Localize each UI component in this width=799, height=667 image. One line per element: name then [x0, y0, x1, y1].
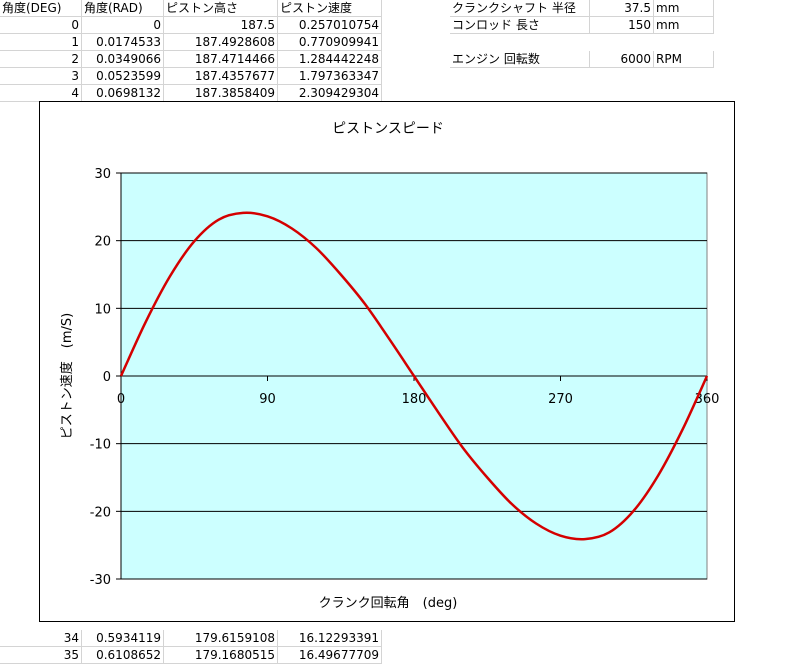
x-tick-label: 0	[117, 392, 125, 407]
table-cell[interactable]: 16.12293391	[278, 630, 382, 647]
x-axis-label: クランク回転角 (deg)	[319, 596, 458, 611]
table-cell[interactable]: 0.770909941	[278, 34, 382, 51]
y-tick-label: -10	[90, 438, 111, 453]
table-cell[interactable]: 16.49677709	[278, 647, 382, 664]
table-cell[interactable]: 0	[0, 17, 82, 34]
param-unit[interactable]: RPM	[654, 51, 714, 68]
header-cell[interactable]: 角度(DEG)	[0, 0, 82, 17]
y-tick-label: 0	[103, 370, 111, 385]
x-tick-label: 90	[259, 392, 276, 407]
table-cell[interactable]: 0.0698132	[82, 85, 164, 102]
x-tick-label: 270	[548, 392, 573, 407]
table-cell[interactable]: 187.4714466	[164, 51, 278, 68]
y-tick-label: 10	[94, 302, 111, 317]
header-row: 角度(DEG) 角度(RAD) ピストン高さ ピストン速度 クランクシャフト 半…	[0, 0, 799, 17]
table-cell[interactable]: 0	[82, 17, 164, 34]
chart-title: ピストンスピード	[332, 121, 444, 137]
table-cell[interactable]: 1.284442248	[278, 51, 382, 68]
x-tick-label: 180	[402, 392, 427, 407]
param-label[interactable]: クランクシャフト 半径	[450, 0, 590, 17]
y-tick-label: 30	[94, 167, 111, 182]
table-cell[interactable]: 3	[0, 68, 82, 85]
table-cell[interactable]: 1	[0, 34, 82, 51]
table-cell[interactable]: 0.5934119	[82, 630, 164, 647]
table-cell[interactable]: 0.0174533	[82, 34, 164, 51]
x-tick-label: 360	[695, 392, 720, 407]
table-row: 0 0 187.5 0.257010754 コンロッド 長さ 150 mm	[0, 17, 799, 34]
series-line	[119, 211, 709, 541]
param-label[interactable]: エンジン 回転数	[450, 51, 590, 68]
table-cell[interactable]: 2.309429304	[278, 85, 382, 102]
table-row: 35 0.6108652 179.1680515 16.49677709	[0, 647, 799, 664]
y-axis-ticks: 30 20 10 0 -10 -20 -30	[90, 167, 121, 588]
param-unit[interactable]: mm	[654, 0, 714, 17]
table-row: 34 0.5934119 179.6159108 16.12293391	[0, 630, 799, 647]
table-cell[interactable]: 1.797363347	[278, 68, 382, 85]
table-cell[interactable]: 0.0523599	[82, 68, 164, 85]
table-row: 2 0.0349066 187.4714466 1.284442248 エンジン…	[0, 51, 799, 68]
param-value[interactable]: 37.5	[590, 0, 654, 17]
x-axis-ticks: 0 90 180 270 360	[117, 376, 720, 407]
table-cell[interactable]: 4	[0, 85, 82, 102]
table-cell[interactable]: 0.0349066	[82, 51, 164, 68]
header-cell[interactable]: ピストン速度	[278, 0, 382, 17]
table-cell[interactable]: 187.5	[164, 17, 278, 34]
param-unit[interactable]: mm	[654, 17, 714, 34]
table-cell[interactable]: 179.1680515	[164, 647, 278, 664]
table-cell[interactable]: 187.4928608	[164, 34, 278, 51]
param-value[interactable]: 150	[590, 17, 654, 34]
table-row: 3 0.0523599 187.4357677 1.797363347	[0, 68, 799, 85]
table-cell[interactable]: 187.3858409	[164, 85, 278, 102]
header-cell[interactable]: 角度(RAD)	[82, 0, 164, 17]
y-tick-label: 20	[94, 235, 111, 250]
table-cell[interactable]: 34	[0, 630, 82, 647]
table-cell[interactable]: 179.6159108	[164, 630, 278, 647]
param-value[interactable]: 6000	[590, 51, 654, 68]
table-cell[interactable]: 0.6108652	[82, 647, 164, 664]
table-cell[interactable]: 0.257010754	[278, 17, 382, 34]
y-axis-label: ピストン速度 (m/S)	[59, 313, 75, 439]
table-cell[interactable]: 35	[0, 647, 82, 664]
table-cell[interactable]: 2	[0, 51, 82, 68]
embedded-chart[interactable]: ピストンスピード 30 20 10 0 -10 -20 -30 0 90 180 270 360 ク…	[39, 101, 735, 622]
header-cell[interactable]: ピストン高さ	[164, 0, 278, 17]
y-tick-label: -20	[90, 505, 111, 520]
table-cell[interactable]: 187.4357677	[164, 68, 278, 85]
chart-svg: ピストンスピード 30 20 10 0 -10 -20 -30 0 90 180 270 360 ク…	[59, 121, 720, 611]
param-label[interactable]: コンロッド 長さ	[450, 17, 590, 34]
table-row: 4 0.0698132 187.3858409 2.309429304	[0, 85, 799, 102]
y-tick-label: -30	[90, 573, 111, 588]
table-row: 1 0.0174533 187.4928608 0.770909941	[0, 34, 799, 51]
